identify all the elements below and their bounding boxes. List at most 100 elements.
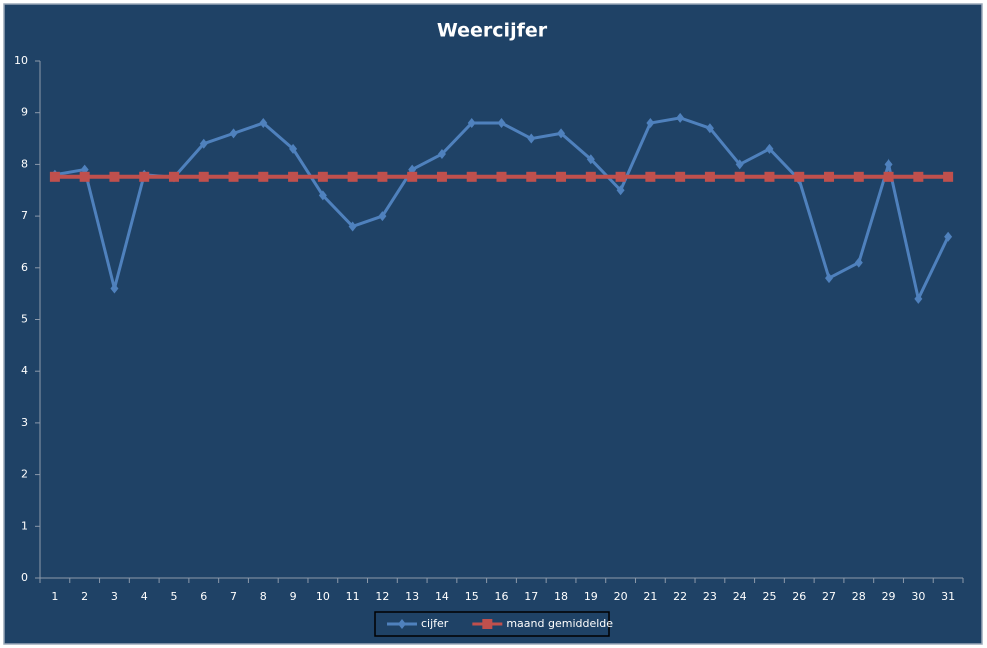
- marker: [854, 257, 863, 268]
- marker: [615, 171, 626, 182]
- marker: [318, 190, 327, 201]
- marker: [496, 171, 507, 182]
- marker: [586, 154, 595, 165]
- marker: [378, 211, 387, 222]
- marker: [199, 138, 208, 149]
- marker: [883, 171, 894, 182]
- x-tick-label: 6: [200, 590, 207, 603]
- x-tick-label: 22: [673, 590, 687, 603]
- marker: [398, 619, 406, 629]
- x-tick-label: 24: [733, 590, 747, 603]
- marker: [377, 171, 388, 182]
- marker: [526, 171, 537, 182]
- x-tick-label: 8: [260, 590, 267, 603]
- marker: [825, 273, 834, 284]
- chart-background: [3, 3, 983, 645]
- x-tick-label: 31: [941, 590, 955, 603]
- marker: [198, 171, 209, 182]
- marker: [944, 231, 953, 242]
- x-tick-label: 28: [852, 590, 866, 603]
- x-tick-label: 3: [111, 590, 118, 603]
- marker: [482, 619, 493, 629]
- marker: [853, 171, 864, 182]
- marker: [585, 171, 596, 182]
- legend-label: maand gemiddelde: [506, 617, 613, 630]
- marker: [735, 159, 744, 170]
- marker: [437, 149, 446, 160]
- x-tick-label: 5: [170, 590, 177, 603]
- marker: [556, 171, 567, 182]
- x-tick-label: 21: [643, 590, 657, 603]
- marker: [139, 171, 150, 182]
- marker: [765, 143, 774, 154]
- y-tick-label: 6: [21, 261, 28, 274]
- x-tick-label: 1: [51, 590, 58, 603]
- x-tick-label: 18: [554, 590, 568, 603]
- marker: [168, 171, 179, 182]
- marker: [466, 171, 477, 182]
- marker: [289, 143, 298, 154]
- x-tick-label: 25: [762, 590, 776, 603]
- x-tick-label: 30: [911, 590, 925, 603]
- marker: [258, 171, 269, 182]
- marker: [764, 171, 775, 182]
- marker: [943, 171, 954, 182]
- x-tick-label: 27: [822, 590, 836, 603]
- marker: [705, 123, 714, 134]
- y-tick-label: 1: [21, 519, 28, 532]
- marker: [824, 171, 835, 182]
- marker: [645, 171, 656, 182]
- x-tick-label: 9: [290, 590, 297, 603]
- x-tick-label: 11: [346, 590, 360, 603]
- x-tick-label: 29: [882, 590, 896, 603]
- y-tick-label: 7: [21, 209, 28, 222]
- x-tick-label: 2: [81, 590, 88, 603]
- y-tick-label: 8: [21, 157, 28, 170]
- chart-title: Weercijfer: [437, 20, 548, 42]
- x-tick-label: 4: [141, 590, 148, 603]
- y-tick-label: 10: [14, 54, 28, 67]
- y-tick-label: 3: [21, 416, 28, 429]
- y-tick-label: 2: [21, 468, 28, 481]
- marker: [348, 221, 357, 232]
- y-tick-label: 5: [21, 313, 28, 326]
- marker: [347, 171, 358, 182]
- marker: [913, 171, 924, 182]
- marker: [407, 171, 418, 182]
- marker: [557, 128, 566, 139]
- x-tick-label: 19: [584, 590, 598, 603]
- x-tick-label: 13: [405, 590, 419, 603]
- marker: [49, 171, 60, 182]
- marker: [734, 171, 745, 182]
- marker: [467, 118, 476, 129]
- marker: [646, 118, 655, 129]
- x-tick-label: 15: [465, 590, 479, 603]
- x-tick-label: 10: [316, 590, 330, 603]
- marker: [675, 171, 686, 182]
- marker: [259, 118, 268, 129]
- marker: [109, 171, 120, 182]
- x-tick-label: 16: [495, 590, 509, 603]
- marker: [110, 283, 119, 294]
- marker: [884, 159, 893, 170]
- y-tick-label: 9: [21, 106, 28, 119]
- x-tick-label: 17: [524, 590, 538, 603]
- marker: [794, 171, 805, 182]
- x-tick-label: 26: [792, 590, 806, 603]
- x-tick-label: 12: [375, 590, 389, 603]
- marker: [704, 171, 715, 182]
- x-tick-label: 23: [703, 590, 717, 603]
- x-tick-label: 14: [435, 590, 449, 603]
- marker: [527, 133, 536, 144]
- y-tick-label: 0: [21, 571, 28, 584]
- marker: [228, 171, 239, 182]
- marker: [317, 171, 328, 182]
- marker: [229, 128, 238, 139]
- marker: [288, 171, 299, 182]
- x-tick-label: 7: [230, 590, 237, 603]
- marker: [914, 293, 923, 304]
- marker: [497, 118, 506, 129]
- legend-label: cijfer: [421, 617, 449, 630]
- x-tick-label: 20: [614, 590, 628, 603]
